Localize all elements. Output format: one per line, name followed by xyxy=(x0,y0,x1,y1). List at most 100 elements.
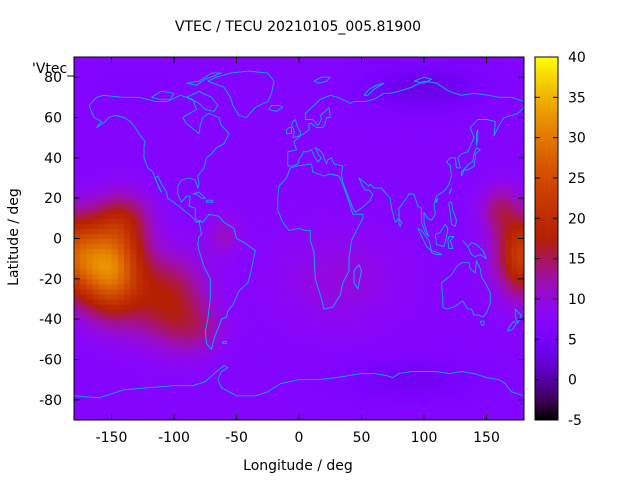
heatmap-cell xyxy=(442,414,450,420)
heatmap-cell xyxy=(336,203,344,209)
heatmap-cell xyxy=(361,157,369,164)
heatmap-cell xyxy=(92,122,100,129)
heatmap-cell xyxy=(411,314,419,320)
heatmap-cell xyxy=(436,218,444,224)
heatmap-cell xyxy=(249,248,256,255)
heatmap-cell xyxy=(92,404,100,411)
heatmap-cell xyxy=(349,278,356,285)
heatmap-cell xyxy=(324,314,331,320)
heatmap-cell xyxy=(167,404,175,411)
heatmap-cell xyxy=(117,57,125,63)
heatmap-cell xyxy=(305,374,313,381)
heatmap-cell xyxy=(267,228,275,235)
heatmap-cell xyxy=(355,278,363,285)
heatmap-cell xyxy=(249,273,256,280)
heatmap-cell xyxy=(392,102,400,109)
heatmap-cell xyxy=(199,299,206,305)
heatmap-cell xyxy=(486,183,494,189)
heatmap-cell xyxy=(142,414,150,420)
heatmap-cell xyxy=(174,414,181,420)
heatmap-cell xyxy=(211,389,219,396)
heatmap-cell xyxy=(292,273,300,280)
heatmap-cell xyxy=(305,304,313,310)
heatmap-cell xyxy=(80,384,88,391)
heatmap-cell xyxy=(430,208,438,214)
heatmap-cell xyxy=(349,344,356,351)
heatmap-cell xyxy=(236,273,244,280)
heatmap-cell xyxy=(167,137,175,144)
heatmap-cell xyxy=(299,122,306,129)
heatmap-cell xyxy=(430,193,438,199)
heatmap-cell xyxy=(399,349,406,356)
heatmap-cell xyxy=(342,309,350,315)
heatmap-cell xyxy=(274,72,281,78)
heatmap-cell xyxy=(274,263,281,270)
heatmap-cell xyxy=(105,127,113,134)
heatmap-cell xyxy=(261,67,269,73)
heatmap-cell xyxy=(336,107,344,114)
heatmap-cell xyxy=(411,233,419,240)
heatmap-cell xyxy=(411,172,419,179)
heatmap-cell xyxy=(292,162,300,169)
heatmap-cell xyxy=(230,203,238,209)
heatmap-cell xyxy=(455,374,463,381)
heatmap-cell xyxy=(274,384,281,391)
heatmap-cell xyxy=(255,283,263,290)
heatmap-cell xyxy=(80,72,88,78)
heatmap-cell xyxy=(361,278,369,285)
heatmap-cell xyxy=(386,193,394,199)
heatmap-cell xyxy=(311,112,319,119)
heatmap-cell xyxy=(474,414,481,420)
heatmap-cell xyxy=(174,198,181,204)
heatmap-cell xyxy=(367,258,375,265)
heatmap-cell xyxy=(124,299,131,305)
heatmap-cell xyxy=(242,203,250,209)
heatmap-cell xyxy=(217,354,225,361)
heatmap-cell xyxy=(380,203,388,209)
heatmap-cell xyxy=(411,334,419,340)
heatmap-cell xyxy=(80,389,88,396)
heatmap-cell xyxy=(92,208,100,214)
heatmap-cell xyxy=(430,102,438,109)
heatmap-cell xyxy=(492,178,500,184)
heatmap-cell xyxy=(249,354,256,361)
heatmap-cell xyxy=(467,344,475,351)
heatmap-cell xyxy=(361,62,369,68)
heatmap-cell xyxy=(474,188,481,194)
heatmap-cell xyxy=(361,223,369,230)
heatmap-cell xyxy=(86,288,94,295)
heatmap-cell xyxy=(274,414,281,420)
heatmap-cell xyxy=(361,293,369,300)
heatmap-cell xyxy=(155,258,163,265)
heatmap-cell xyxy=(505,374,513,381)
heatmap-cell xyxy=(155,263,163,270)
heatmap-cell xyxy=(161,102,169,109)
heatmap-cell xyxy=(286,193,294,199)
heatmap-cell xyxy=(374,399,381,406)
heatmap-cell xyxy=(249,334,256,340)
heatmap-cell xyxy=(499,238,506,245)
heatmap-cell xyxy=(236,193,244,199)
heatmap-cell xyxy=(374,122,381,129)
heatmap-cell xyxy=(92,369,100,376)
heatmap-cell xyxy=(155,299,163,305)
heatmap-cell xyxy=(205,304,213,310)
heatmap-cell xyxy=(374,404,381,411)
heatmap-cell xyxy=(286,92,294,98)
heatmap-cell xyxy=(174,359,181,366)
heatmap-cell xyxy=(480,394,488,401)
heatmap-cell xyxy=(342,299,350,305)
heatmap-cell xyxy=(149,248,156,255)
heatmap-cell xyxy=(330,178,338,184)
heatmap-cell xyxy=(405,253,413,260)
heatmap-cell xyxy=(111,208,119,214)
heatmap-cell xyxy=(449,404,456,411)
heatmap-cell xyxy=(155,354,163,361)
heatmap-cell xyxy=(424,329,431,335)
heatmap-cell xyxy=(136,122,144,129)
heatmap-cell xyxy=(261,183,269,189)
heatmap-cell xyxy=(99,203,106,209)
heatmap-cell xyxy=(136,193,144,199)
heatmap-cell xyxy=(442,238,450,245)
heatmap-cell xyxy=(474,97,481,103)
